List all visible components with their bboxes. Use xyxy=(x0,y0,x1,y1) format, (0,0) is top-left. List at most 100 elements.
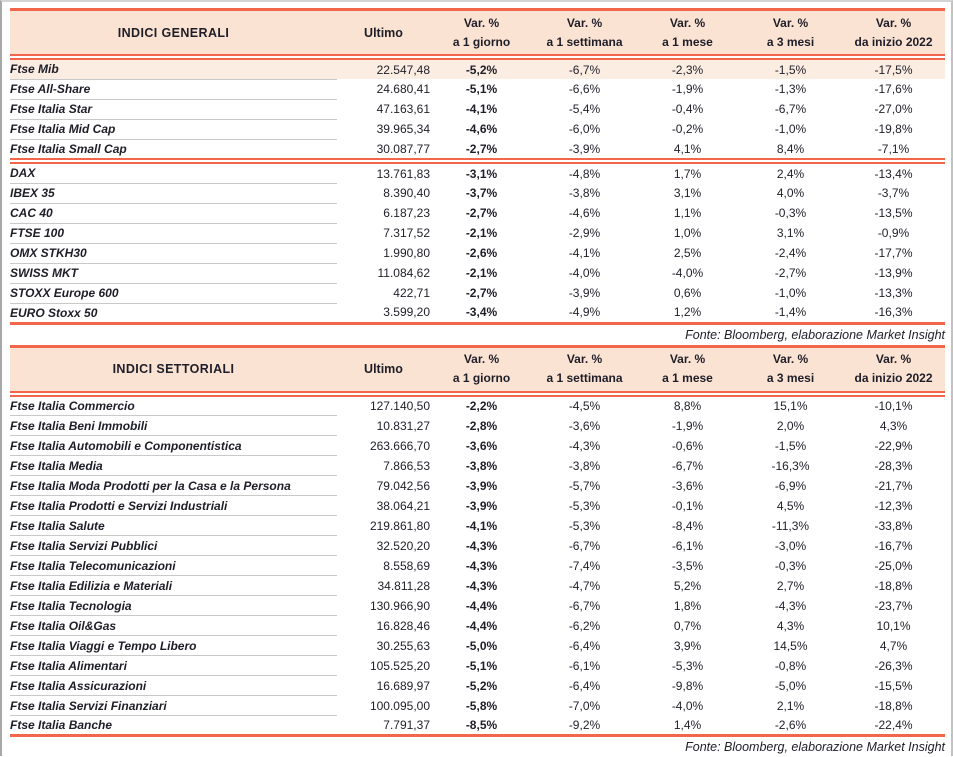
var-value: -6,7% xyxy=(533,596,636,616)
row-label: Ftse Italia Alimentari xyxy=(10,656,337,676)
var-value: -1,3% xyxy=(739,79,842,99)
col-header-ultimo: Ultimo xyxy=(337,10,430,56)
var-header-line1: Var. % xyxy=(636,350,739,369)
col-header-var-da-inizio-2022: Var. %da inizio 2022 xyxy=(842,10,945,56)
ultimo-value: 6.187,23 xyxy=(337,203,430,223)
var-value: -18,8% xyxy=(842,696,945,716)
var-value: -6,4% xyxy=(533,636,636,656)
table-row: Ftse Italia Moda Prodotti per la Casa e … xyxy=(10,476,945,496)
var-value: -3,8% xyxy=(430,456,533,476)
table-row: Ftse Italia Prodotti e Servizi Industria… xyxy=(10,496,945,516)
var-value: -4,3% xyxy=(739,596,842,616)
var-value: -10,1% xyxy=(842,396,945,416)
col-header-var-da-inizio-2022: Var. %da inizio 2022 xyxy=(842,346,945,392)
var-value: -5,2% xyxy=(430,59,533,79)
var-value: -3,5% xyxy=(636,556,739,576)
var-value: -13,4% xyxy=(842,163,945,183)
var-value: -11,3% xyxy=(739,516,842,536)
row-label: Ftse Italia Viaggi e Tempo Libero xyxy=(10,636,337,656)
var-value: -28,3% xyxy=(842,456,945,476)
var-value: -3,7% xyxy=(842,183,945,203)
var-header-line2: a 1 giorno xyxy=(430,33,533,52)
var-header-line2: a 1 mese xyxy=(636,33,739,52)
var-value: 14,5% xyxy=(739,636,842,656)
ultimo-value: 3.599,20 xyxy=(337,303,430,323)
var-value: -5,7% xyxy=(533,476,636,496)
var-value: 4,3% xyxy=(739,616,842,636)
var-value: -1,0% xyxy=(739,119,842,139)
col-header-var-a-1-giorno: Var. %a 1 giorno xyxy=(430,346,533,392)
ultimo-value: 16.689,97 xyxy=(337,676,430,696)
var-value: 10,1% xyxy=(842,616,945,636)
var-value: 0,7% xyxy=(636,616,739,636)
var-value: -5,0% xyxy=(430,636,533,656)
var-value: 1,2% xyxy=(636,303,739,323)
var-value: -3,1% xyxy=(430,163,533,183)
var-value: 0,6% xyxy=(636,283,739,303)
var-value: -9,2% xyxy=(533,716,636,736)
ultimo-value: 30.087,77 xyxy=(337,139,430,159)
row-label: IBEX 35 xyxy=(10,183,337,203)
row-label: Ftse Italia Moda Prodotti per la Casa e … xyxy=(10,476,337,496)
var-value: -0,3% xyxy=(739,556,842,576)
col-header-var-a-1-mese: Var. %a 1 mese xyxy=(636,346,739,392)
var-value: -15,5% xyxy=(842,676,945,696)
ultimo-value: 105.525,20 xyxy=(337,656,430,676)
ultimo-value: 24.680,41 xyxy=(337,79,430,99)
ultimo-value: 39.965,34 xyxy=(337,119,430,139)
var-value: -7,4% xyxy=(533,556,636,576)
var-value: -0,8% xyxy=(739,656,842,676)
var-value: 4,0% xyxy=(739,183,842,203)
row-label: Ftse Mib xyxy=(10,59,337,79)
var-value: -3,0% xyxy=(739,536,842,556)
var-value: -6,7% xyxy=(533,536,636,556)
var-value: -1,4% xyxy=(739,303,842,323)
var-value: -4,9% xyxy=(533,303,636,323)
var-value: 1,8% xyxy=(636,596,739,616)
var-value: 2,1% xyxy=(739,696,842,716)
var-value: -3,4% xyxy=(430,303,533,323)
col-header-var-a-1-settimana: Var. %a 1 settimana xyxy=(533,346,636,392)
var-header-line2: a 1 settimana xyxy=(533,33,636,52)
col-header-ultimo: Ultimo xyxy=(337,346,430,392)
source-note: Fonte: Bloomberg, elaborazione Market In… xyxy=(10,325,946,345)
var-value: -16,3% xyxy=(842,303,945,323)
var-value: -27,0% xyxy=(842,99,945,119)
var-value: -4,3% xyxy=(430,556,533,576)
var-value: -2,8% xyxy=(430,416,533,436)
row-label: Ftse Italia Media xyxy=(10,456,337,476)
ultimo-value: 47.163,61 xyxy=(337,99,430,119)
ultimo-value: 263.666,70 xyxy=(337,436,430,456)
var-value: -5,1% xyxy=(430,656,533,676)
var-value: -6,0% xyxy=(533,119,636,139)
var-value: -23,7% xyxy=(842,596,945,616)
var-value: -2,1% xyxy=(430,223,533,243)
var-value: 1,4% xyxy=(636,716,739,736)
var-value: 1,7% xyxy=(636,163,739,183)
var-value: -4,6% xyxy=(533,203,636,223)
row-label: FTSE 100 xyxy=(10,223,337,243)
ultimo-value: 127.140,50 xyxy=(337,396,430,416)
var-value: -6,1% xyxy=(533,656,636,676)
var-value: -4,0% xyxy=(636,696,739,716)
var-value: -4,3% xyxy=(533,436,636,456)
var-value: -3,8% xyxy=(533,183,636,203)
row-label: Ftse Italia Automobili e Componentistica xyxy=(10,436,337,456)
var-value: -6,2% xyxy=(533,616,636,636)
source-note: Fonte: Bloomberg, elaborazione Market In… xyxy=(10,737,946,757)
var-value: 8,8% xyxy=(636,396,739,416)
